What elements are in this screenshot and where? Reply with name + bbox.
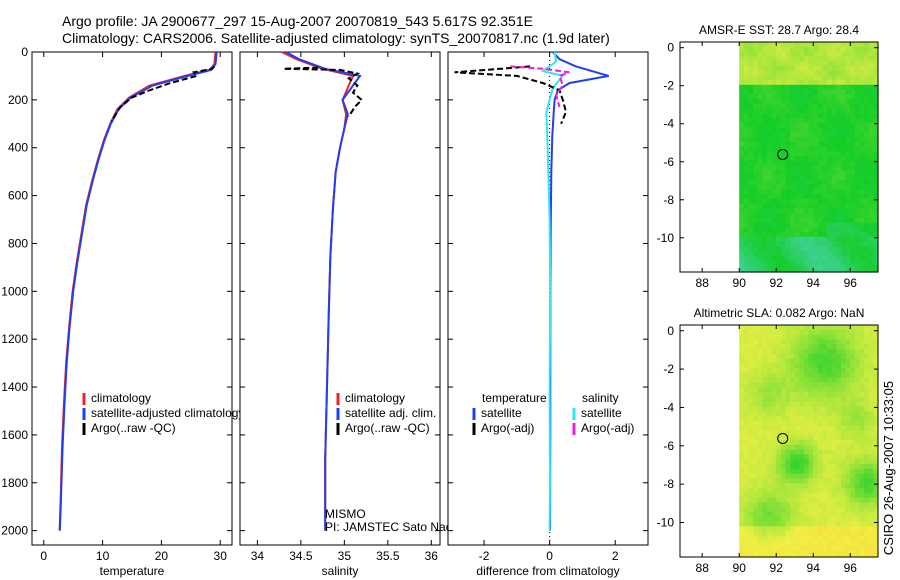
temperature-legend-label: climatology	[91, 391, 151, 405]
sst_map-heatmap-cells	[739, 42, 879, 273]
temperature-xtick-label: 20	[155, 549, 169, 563]
side-timestamp-label: CSIRO 26-Aug-2007 10:33:05	[881, 381, 896, 555]
sla_map-heatmap-cells	[739, 325, 879, 558]
temperature-series-argo-raw-qc-	[110, 65, 216, 122]
temperature-ytick-label: 1800	[1, 476, 28, 490]
temperature-legend-label: Argo(..raw -QC)	[91, 421, 176, 435]
sst-map-panel: AMSR-E SST: 28.7 Argo: 28.4 88 90 92 94 96 0 -2…	[657, 23, 879, 290]
sst_map-argo-marker	[777, 148, 789, 160]
difference-legend-header-salinity: salinity	[582, 391, 619, 405]
sst_map-title: AMSR-E SST: 28.7 Argo: 28.4	[699, 23, 859, 37]
temperature-xlabel: temperature	[100, 564, 165, 578]
difference-sal-argo-legend-label: Argo(-adj)	[581, 421, 634, 435]
sst_map-xtick-label: 90	[733, 276, 747, 290]
temperature-ytick-label: 1600	[1, 428, 28, 442]
sla_map-ytick-label: -6	[663, 439, 674, 453]
salinity-panel: 34 34.5 35 35.5 36 salinity climatologysatelli…	[239, 51, 461, 578]
difference-series-temperature-argo-adj-	[454, 65, 568, 125]
temperature-panel: 0 10 20 30 0 200 400 600 800 1000 1200 1400 1600 1800…	[1, 45, 244, 578]
difference-xtick-label: 2	[612, 549, 619, 563]
difference-sal-satellite-legend-label: satellite	[581, 406, 622, 420]
temperature-ytick-label: 1200	[1, 332, 28, 346]
sst_map-ytick-label: 0	[667, 41, 674, 55]
temperature-xtick-label: 30	[214, 549, 228, 563]
salinity-legend-label: climatology	[345, 391, 405, 405]
sla_map-ytick-label: -4	[663, 400, 674, 414]
salinity-xtick-label: 35	[338, 549, 352, 563]
salinity-series-satellite-adj-clim-	[285, 51, 362, 531]
temperature-legend-label: satellite-adjusted climatology	[91, 406, 244, 420]
difference-xlabel: difference from climatology	[476, 564, 619, 578]
temperature-xtick-label: 10	[96, 549, 110, 563]
difference-plot-area	[447, 51, 649, 546]
difference-series-salinity-satellite	[540, 51, 565, 531]
sst_map-xtick-label: 92	[770, 276, 784, 290]
salinity-xlabel: salinity	[322, 564, 359, 578]
salinity-xtick-label: 34	[251, 549, 265, 563]
sla_map-argo-marker	[777, 432, 789, 444]
salinity-xtick-label: 34.5	[289, 549, 313, 563]
sla_map-xtick-label: 96	[844, 561, 858, 575]
sla_map-title: Altimetric SLA: 0.082 Argo: NaN	[694, 306, 865, 320]
sst_map-ytick-label: -6	[663, 155, 674, 169]
sla_map-ytick-label: -10	[657, 515, 675, 529]
sla_map-ytick-label: -8	[663, 477, 674, 491]
difference-xtick-label: -2	[479, 549, 490, 563]
sla_map-ytick-label: 0	[667, 324, 674, 338]
sst_map-xtick-label: 96	[844, 276, 858, 290]
salinity-xtick-label: 36	[425, 549, 439, 563]
temperature-xtick-label: 0	[40, 549, 47, 563]
figure-title-line1: Argo profile: JA 2900677_297 15-Aug-2007…	[62, 13, 533, 29]
sla_map-frame	[679, 324, 879, 558]
salinity-plot-area	[239, 51, 441, 546]
temperature-ytick-label: 0	[21, 45, 28, 59]
temperature-ytick-label: 600	[8, 189, 28, 203]
sla_map-xtick-label: 88	[696, 561, 710, 575]
sla_map-xtick-label: 90	[733, 561, 747, 575]
sst_map-frame	[679, 41, 879, 273]
difference-xtick-label: 0	[546, 549, 553, 563]
salinity-series-argo-raw-qc-	[283, 66, 364, 118]
temperature-ytick-label: 400	[8, 141, 28, 155]
temperature-ytick-label: 1000	[1, 284, 28, 298]
temperature-plot-area	[31, 51, 233, 546]
temperature-ytick-label: 800	[8, 236, 28, 250]
sla_map-xtick-label: 94	[807, 561, 821, 575]
sst_map-xtick-label: 94	[807, 276, 821, 290]
sla_map-xtick-label: 92	[770, 561, 784, 575]
temperature-ytick-label: 2000	[1, 524, 28, 538]
difference-temp-argo-legend-label: Argo(-adj)	[481, 421, 534, 435]
difference-temp-satellite-legend-label: satellite	[481, 406, 522, 420]
difference-series-salinity-argo-adj-	[510, 65, 570, 108]
salinity-legend-label: satellite adj. clim.	[345, 406, 436, 420]
sst_map-ytick-label: -4	[663, 117, 674, 131]
salinity-annotation-mission: MISMO	[325, 507, 366, 521]
temperature-ytick-label: 1400	[1, 380, 28, 394]
difference-legend-header-temperature: temperature	[482, 391, 547, 405]
sst_map-xtick-label: 88	[696, 276, 710, 290]
temperature-series-satellite-adjusted-climatology	[58, 51, 218, 531]
salinity-legend-label: Argo(..raw -QC)	[345, 421, 430, 435]
sla_map-ytick-label: -2	[663, 362, 674, 376]
figure-title-line2: Climatology: CARS2006. Satellite-adjuste…	[62, 30, 610, 46]
salinity-annotation-pi: PI: JAMSTEC Sato Naoki	[325, 520, 461, 534]
sst_map-ytick-label: -10	[657, 231, 675, 245]
salinity-xtick-label: 35.5	[376, 549, 400, 563]
temperature-ytick-label: 200	[8, 93, 28, 107]
sst_map-ytick-label: -8	[663, 193, 674, 207]
sla-map-panel: Altimetric SLA: 0.082 Argo: NaN 88 90 92 94 9…	[657, 306, 879, 575]
sst_map-ytick-label: -2	[663, 79, 674, 93]
